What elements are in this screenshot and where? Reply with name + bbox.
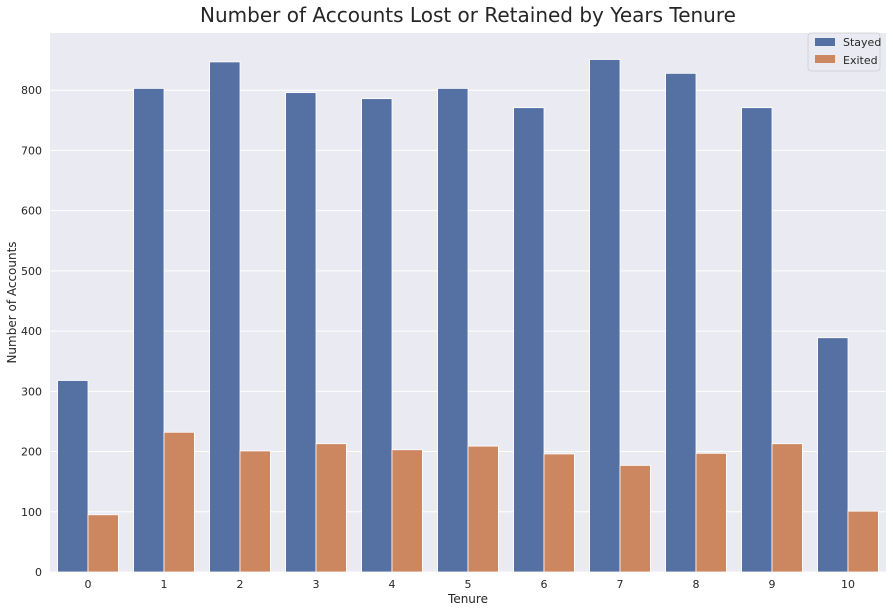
x-tick-label: 7 [617,578,624,591]
x-tick-label: 0 [85,578,92,591]
x-tick-label: 3 [313,578,320,591]
bar-exited-2 [239,450,271,573]
y-tick-label: 500 [21,265,42,278]
y-tick-label: 400 [21,325,42,338]
x-tick-label: 1 [161,578,168,591]
bar-exited-5 [467,445,499,573]
bar-stayed-0 [57,380,89,573]
bar-exited-4 [391,449,423,573]
bar-exited-7 [619,465,651,573]
y-tick-label: 800 [21,84,42,97]
legend-swatch-exited [815,55,835,63]
bar-stayed-3 [285,92,317,573]
bar-exited-3 [315,443,347,573]
bar-stayed-9 [741,107,773,573]
bar-stayed-7 [589,59,621,573]
legend-label-stayed: Stayed [843,36,881,49]
y-axis-ticks: 0 100 200 300 400 500 600 700 800 [21,84,42,579]
x-tick-label: 8 [693,578,700,591]
bar-exited-0 [87,514,119,573]
bar-exited-1 [163,431,195,573]
x-tick-label: 9 [769,578,776,591]
chart-title: Number of Accounts Lost or Retained by Y… [200,3,736,27]
bar-stayed-8 [665,72,697,573]
bars [57,59,879,573]
y-axis-label: Number of Accounts [5,241,19,363]
y-tick-label: 100 [21,506,42,519]
legend-swatch-stayed [815,38,835,46]
bar-stayed-10 [817,337,849,573]
y-tick-label: 600 [21,205,42,218]
legend: Stayed Exited [807,32,881,72]
x-tick-label: 4 [389,578,396,591]
y-tick-label: 300 [21,385,42,398]
bar-exited-10 [847,510,879,573]
bar-stayed-5 [437,88,469,573]
x-tick-label: 5 [465,578,472,591]
x-axis-label: Tenure [447,592,488,606]
y-tick-label: 0 [35,566,42,579]
bar-exited-8 [695,452,727,573]
x-tick-label: 10 [841,578,855,591]
x-tick-label: 6 [541,578,548,591]
bar-exited-9 [771,443,803,573]
bar-stayed-4 [361,98,393,573]
x-tick-label: 2 [237,578,244,591]
bar-stayed-2 [209,61,241,573]
y-tick-label: 700 [21,144,42,157]
bar-exited-6 [543,453,575,573]
x-axis-ticks: 0 1 2 3 4 5 6 7 8 9 10 [85,578,856,591]
legend-label-exited: Exited [843,54,878,67]
bar-stayed-1 [133,88,165,573]
y-tick-label: 200 [21,446,42,459]
bar-stayed-6 [513,107,545,573]
